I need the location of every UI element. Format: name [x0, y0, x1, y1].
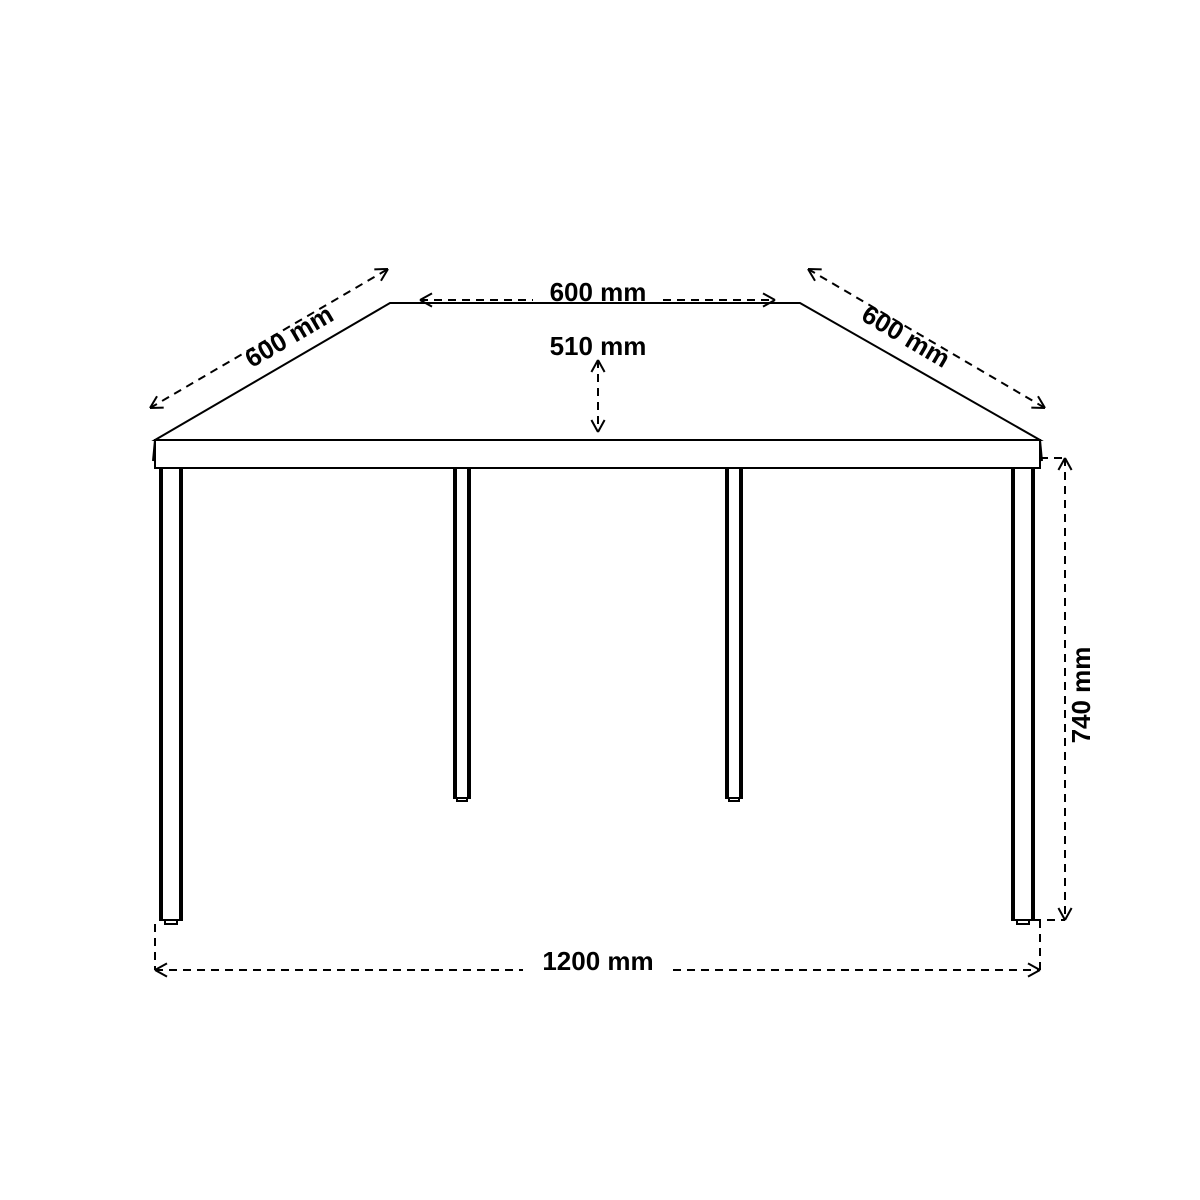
- dim-bottom-width: 1200 mm: [542, 946, 653, 976]
- dim-right-side: 600 mm: [857, 299, 956, 374]
- table-drawing: [153, 303, 1042, 924]
- dim-top-width: 600 mm: [550, 277, 647, 307]
- dim-depth: 510 mm: [550, 331, 647, 361]
- dim-height: 740 mm: [1066, 647, 1096, 744]
